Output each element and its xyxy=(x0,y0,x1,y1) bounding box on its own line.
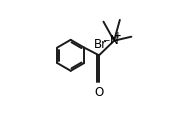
Text: N: N xyxy=(110,34,118,47)
Text: −: − xyxy=(102,35,109,44)
Text: O: O xyxy=(95,85,104,98)
Text: +: + xyxy=(114,31,121,40)
Text: Br: Br xyxy=(94,38,107,50)
